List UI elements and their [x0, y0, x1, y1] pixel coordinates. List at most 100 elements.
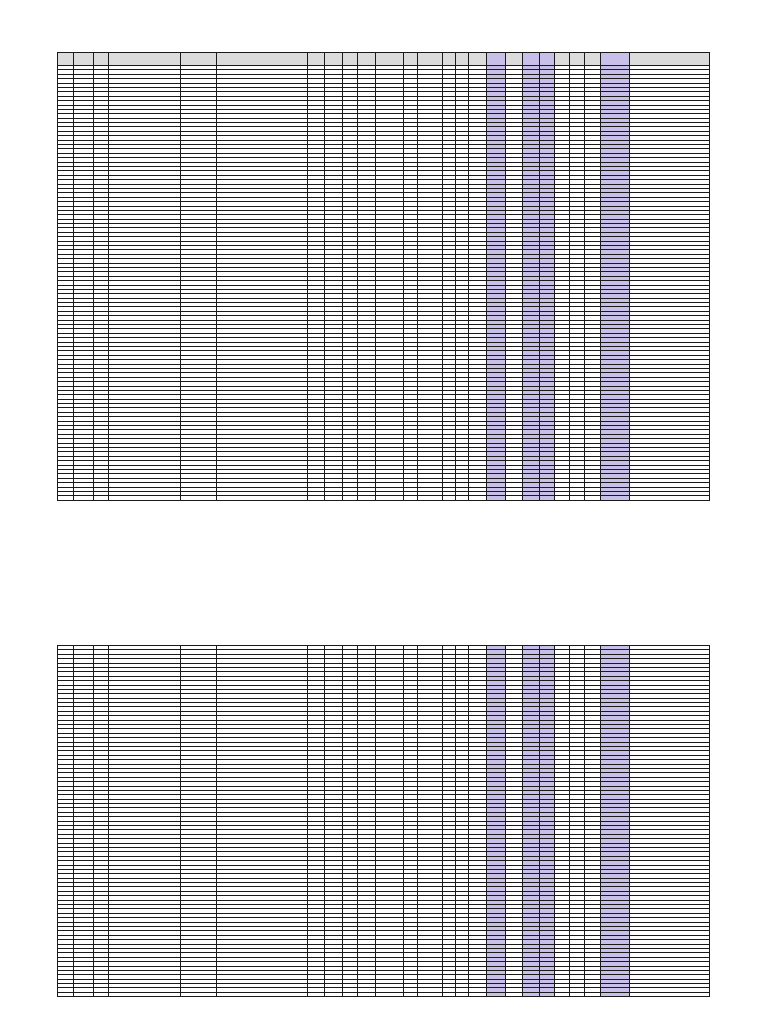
- table-row: [56, 842, 711, 849]
- table-row: [56, 741, 711, 748]
- table-row: [56, 117, 711, 124]
- table-cell: [92, 991, 110, 998]
- table-cell: [584, 495, 601, 501]
- table-cell: [416, 495, 443, 501]
- table-row: [56, 947, 711, 954]
- column-header: [553, 52, 570, 66]
- table-cell: [521, 495, 541, 501]
- table-body: [56, 644, 711, 998]
- table-cell: [553, 991, 570, 998]
- column-header: [341, 52, 359, 66]
- table-row: [56, 991, 711, 998]
- table-cell: [521, 991, 541, 998]
- table-cell: [468, 991, 487, 998]
- table-body: [56, 64, 711, 501]
- table-cell: [584, 991, 601, 998]
- table-row: [56, 785, 711, 791]
- table-cell: [216, 495, 308, 501]
- table-cell: [539, 495, 555, 501]
- table-cell: [324, 991, 343, 998]
- table-cell: [56, 495, 75, 501]
- table-cell: [568, 991, 586, 998]
- table-cell: [599, 495, 630, 501]
- table-cell: [441, 991, 456, 998]
- column-header: [628, 52, 711, 66]
- table-row: [56, 732, 711, 739]
- table-cell: [216, 991, 308, 998]
- table-row: [56, 772, 711, 778]
- column-header: [584, 52, 601, 66]
- table-cell: [357, 495, 376, 501]
- table-row: [56, 91, 711, 97]
- table-row: [56, 398, 711, 405]
- column-header: [216, 52, 308, 66]
- table-cell: [374, 991, 405, 998]
- table-cell: [539, 991, 555, 998]
- table-row: [56, 385, 711, 391]
- table-row: [56, 816, 711, 822]
- table-cell: [92, 495, 110, 501]
- table-row: [56, 275, 711, 282]
- table-row: [56, 495, 711, 501]
- table-row: [56, 934, 711, 941]
- table-cell: [374, 495, 405, 501]
- table-cell: [56, 991, 75, 998]
- table-row: [56, 706, 711, 712]
- table-row: [56, 939, 711, 945]
- table-row: [56, 644, 711, 651]
- table-row: [56, 833, 711, 840]
- column-header: [108, 52, 182, 66]
- table-cell: [628, 991, 711, 998]
- table-cell: [324, 495, 343, 501]
- table-row: [56, 148, 711, 154]
- table-row: [56, 855, 711, 862]
- data-table: [56, 52, 711, 501]
- table-row: [56, 477, 711, 484]
- table-cell: [357, 991, 376, 998]
- table-row: [56, 78, 711, 84]
- table-row: [56, 952, 711, 958]
- column-header: [403, 52, 418, 66]
- column-header: [521, 52, 541, 66]
- column-header: [306, 52, 326, 66]
- table-cell: [416, 991, 443, 998]
- table-row: [56, 108, 711, 115]
- table-row: [56, 328, 711, 334]
- table-row: [56, 236, 711, 242]
- table-row: [56, 284, 711, 290]
- column-header: [568, 52, 586, 66]
- table-row: [56, 868, 711, 875]
- table-cell: [180, 991, 218, 998]
- table-cell: [505, 495, 523, 501]
- table-row: [56, 658, 711, 664]
- table-row: [56, 719, 711, 726]
- column-header: [324, 52, 343, 66]
- table-row: [56, 860, 711, 866]
- table-cell: [306, 991, 326, 998]
- column-header: [416, 52, 443, 66]
- table-cell: [180, 495, 218, 501]
- column-header: [485, 52, 507, 66]
- table-row: [56, 482, 711, 488]
- table-cell: [403, 991, 418, 998]
- column-header: [374, 52, 405, 66]
- data-table: [56, 644, 711, 998]
- table-row: [56, 227, 711, 233]
- table-cell: [306, 495, 326, 501]
- table-row: [56, 122, 711, 128]
- table-cell: [485, 495, 507, 501]
- table-row: [56, 737, 711, 743]
- table-cell: [628, 495, 711, 501]
- table-cell: [485, 991, 507, 998]
- column-header: [92, 52, 110, 66]
- table-row: [56, 451, 711, 457]
- table-cell: [468, 495, 487, 501]
- table-row: [56, 455, 711, 462]
- column-header: [599, 52, 630, 66]
- table-cell: [599, 991, 630, 998]
- table-cell: [73, 991, 94, 998]
- spreadsheet-sheet-2: [56, 644, 711, 998]
- table-cell: [441, 495, 456, 501]
- spreadsheet-sheet-1: [56, 52, 711, 501]
- table-row: [56, 244, 711, 251]
